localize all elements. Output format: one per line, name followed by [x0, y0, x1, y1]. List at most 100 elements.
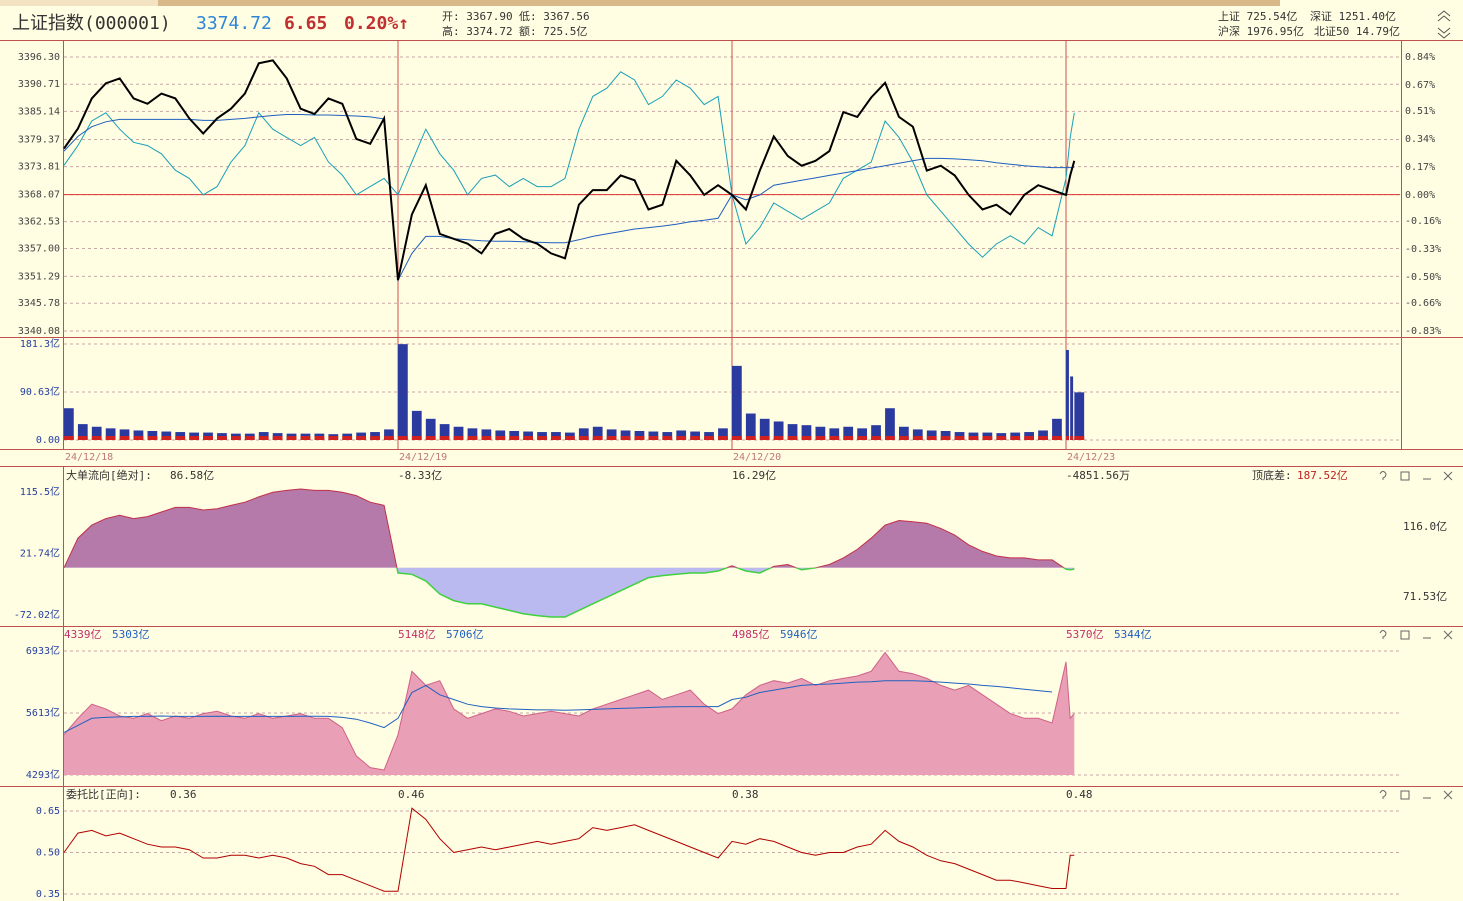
volume-bar: [77, 424, 88, 440]
volume-bar-base: [606, 436, 617, 440]
y-tick-label: 0.50: [36, 848, 60, 859]
y-tick-label: 3351.29: [18, 271, 60, 282]
hs-amount: 沪深 1976.95亿: [1218, 24, 1304, 38]
volume-bar-base: [231, 436, 241, 440]
day-annotation: 0.48: [1066, 788, 1093, 801]
area-negative: [64, 567, 1075, 617]
panel-controls[interactable]: [1379, 471, 1453, 481]
restore-icon: [1400, 471, 1410, 481]
volume-bar-base: [815, 436, 826, 440]
y-tick-label: 3379.37: [18, 135, 60, 146]
volume-bar-base: [398, 436, 408, 440]
y2-tick-label: -0.83%: [1405, 326, 1441, 337]
volume-bar: [1066, 349, 1069, 440]
volume-bar: [147, 430, 158, 440]
volume-bar-base: [356, 436, 366, 440]
volume-bar-base: [704, 436, 714, 440]
tab-active: [0, 0, 158, 6]
volume-bar-base: [732, 436, 742, 440]
y-tick-label: 3396.30: [18, 52, 60, 63]
volume-bar: [745, 413, 756, 440]
y-tick-label: 3345.78: [18, 298, 60, 309]
restore-icon: [1400, 630, 1410, 640]
volume-bar: [1074, 392, 1085, 440]
volume-bar-base: [439, 436, 450, 440]
volume-bar-base: [1024, 436, 1034, 440]
x-tick-label: 24/12/23: [1067, 452, 1115, 463]
y2-tick-label: 0.00%: [1405, 190, 1435, 201]
volume-bar: [690, 431, 700, 440]
volume-bar-base: [996, 436, 1007, 440]
y-tick-label: 5613亿: [26, 706, 60, 719]
volume-bar: [495, 430, 506, 440]
volume-bar-base: [64, 436, 74, 440]
volume-bar: [105, 428, 116, 440]
volume-bar-base: [77, 436, 88, 440]
volume-bar: [1070, 376, 1074, 440]
volume-bar: [648, 431, 659, 440]
volume-bar-base: [1052, 436, 1062, 440]
volume-bar-base: [467, 436, 478, 440]
volume-bar-base: [1038, 436, 1048, 440]
volume-bar: [829, 428, 840, 440]
volume-bar-base: [425, 436, 436, 440]
side-label: 116.0亿: [1403, 520, 1447, 533]
price: 3374.72: [196, 13, 272, 34]
volume-bar-base: [871, 436, 881, 440]
high: 高: 3374.72: [442, 24, 513, 38]
scroll-icon[interactable]: [1437, 10, 1451, 39]
y-tick-label: -72.02亿: [14, 608, 60, 621]
sh-amount: 上证 725.54亿: [1218, 10, 1297, 23]
volume-bar: [64, 408, 74, 440]
volume-bar: [119, 429, 130, 440]
day-annotation: 5303亿: [112, 628, 150, 641]
volume-bar-base: [940, 436, 951, 440]
y-tick-label: 0.65: [36, 806, 60, 817]
volume-bar-base: [745, 436, 756, 440]
y2-tick-label: -0.66%: [1405, 298, 1441, 309]
volume-bar-base: [1066, 436, 1069, 440]
volume-bar-base: [690, 436, 700, 440]
volume-bar-base: [912, 436, 923, 440]
y-tick-label: 90.63亿: [20, 385, 60, 398]
close-icon: [1443, 790, 1453, 800]
volume-bar: [899, 426, 909, 440]
volume-bar-base: [551, 436, 561, 440]
volume-bar: [161, 431, 172, 440]
volume-bar: [885, 408, 895, 440]
volume-bar-base: [411, 436, 422, 440]
volume-bar-base: [244, 436, 255, 440]
close-icon: [1443, 471, 1453, 481]
day-annotation: 5370亿: [1066, 628, 1104, 641]
y-tick-label: 4293亿: [26, 768, 60, 781]
x-tick-label: 24/12/18: [65, 452, 113, 463]
volume-bar: [912, 429, 923, 440]
day-annotation: 0.38: [732, 788, 759, 801]
volume-bar-base: [509, 436, 520, 440]
y-tick-label: 6933亿: [26, 644, 60, 657]
y-tick-label: 3373.81: [18, 162, 60, 173]
panel-controls[interactable]: [1379, 630, 1453, 640]
y2-tick-label: -0.33%: [1405, 244, 1441, 255]
volume-bar: [592, 426, 603, 440]
volume-bar: [1038, 430, 1048, 440]
y-tick-label: 3362.53: [18, 217, 60, 228]
day-annotation: 4339亿: [64, 628, 102, 641]
volume-bar-base: [982, 436, 993, 440]
volume-bar-base: [286, 436, 297, 440]
volume-bar: [398, 344, 408, 440]
volume-bar-base: [342, 436, 353, 440]
volume-bar-base: [926, 436, 937, 440]
x-tick-label: 24/12/19: [399, 452, 447, 463]
volume-bar: [523, 431, 533, 440]
volume-bar: [439, 424, 450, 440]
panel-controls[interactable]: [1379, 790, 1453, 800]
series-line: [63, 680, 1053, 733]
y-tick-label: 3385.14: [18, 106, 60, 117]
index-title: 上证指数(000001): [12, 13, 171, 34]
day-annotation: 5148亿: [398, 628, 436, 641]
volume-bar-base: [578, 436, 589, 440]
volume-bar: [133, 430, 144, 440]
volume-bar: [773, 421, 784, 440]
volume-bar: [759, 418, 770, 440]
